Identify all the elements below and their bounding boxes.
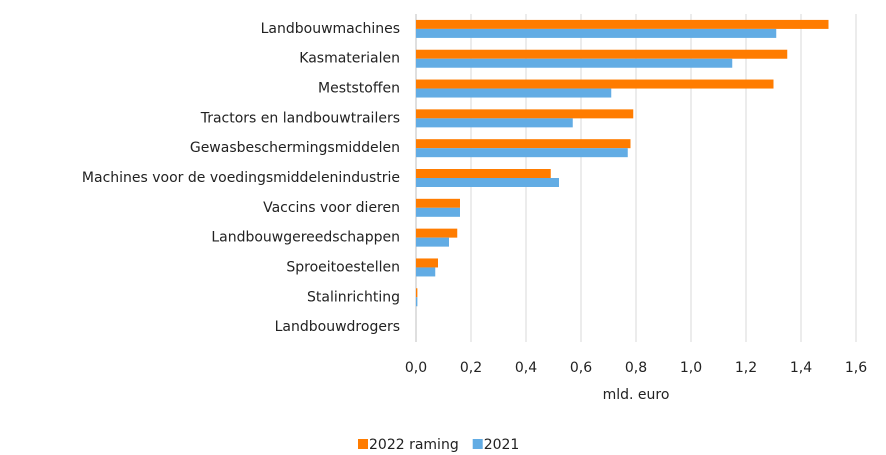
x-tick-label: 1,6 [845,360,867,376]
bar [416,169,551,178]
bar [416,178,559,187]
legend-label: 2021 [484,437,520,453]
legend-label: 2022 raming [369,437,459,453]
bar [416,148,628,158]
y-tick-label: Stalinrichting [307,289,400,305]
y-tick-label: Machines voor de voedingsmiddelenindustr… [82,170,400,186]
x-tick-label: 0,2 [460,360,482,376]
x-tick-label: 1,4 [790,360,812,376]
bar [416,49,788,59]
y-tick-label: Gewasbeschermingsmiddelen [190,140,400,156]
y-tick-label: Tractors en landbouwtrailers [200,110,400,126]
y-tick-label: Meststoffen [318,81,400,97]
x-tick-label: 0,6 [570,360,592,376]
bar [416,288,418,298]
x-tick-label: 1,2 [735,360,757,376]
x-tick-label: 0,8 [625,360,647,376]
bar [416,118,573,128]
y-tick-label: Vaccins voor dieren [263,200,400,216]
x-axis-label: mld. euro [603,387,670,403]
bar [416,19,829,29]
bar [416,258,438,268]
y-tick-label: Kasmaterialen [299,51,400,67]
bar [416,198,460,208]
legend-swatch [358,439,368,449]
bar [416,28,777,38]
bar [416,139,631,149]
y-tick-label: Landbouwdrogers [275,319,400,335]
bar [416,207,460,217]
bar [416,267,436,277]
bar [416,109,634,119]
bar [416,237,449,247]
x-tick-label: 1,0 [680,360,702,376]
y-tick-label: Landbouwmachines [261,21,400,37]
bar [416,79,774,89]
y-tick-label: Landbouwgereedschappen [211,230,400,246]
legend-swatch [472,439,483,449]
x-tick-label: 0,0 [405,360,427,376]
y-tick-label: Sproeitoestellen [286,259,400,275]
bar [416,88,612,98]
bar [416,297,418,307]
bar [416,58,733,68]
bar [416,228,458,238]
x-tick-label: 0,4 [515,360,537,376]
